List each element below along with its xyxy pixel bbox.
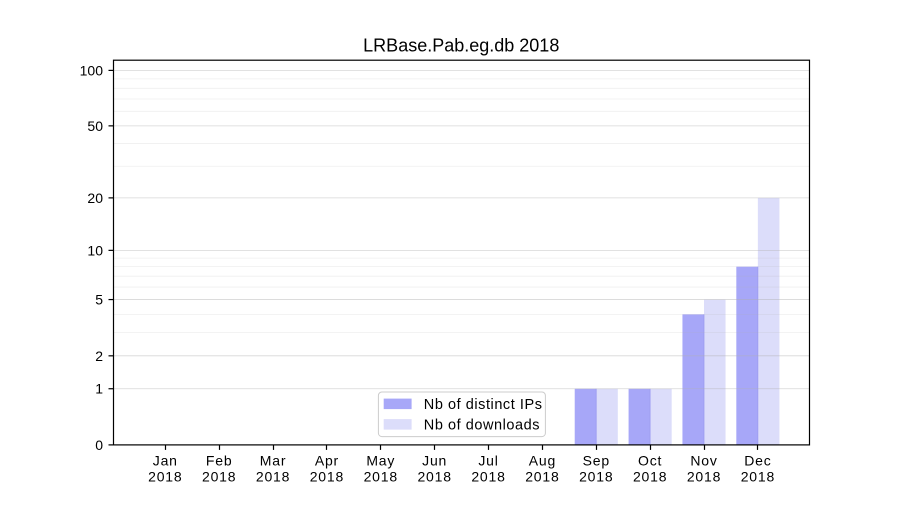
svg-text:Apr: Apr	[315, 453, 339, 469]
svg-text:2018: 2018	[310, 468, 344, 484]
svg-text:Mar: Mar	[260, 453, 287, 469]
svg-text:2018: 2018	[148, 468, 182, 484]
svg-text:20: 20	[87, 190, 103, 206]
svg-text:Sep: Sep	[583, 453, 610, 469]
svg-text:50: 50	[87, 118, 103, 134]
svg-text:LRBase.Pab.eg.db 2018: LRBase.Pab.eg.db 2018	[363, 35, 559, 55]
svg-text:5: 5	[95, 292, 103, 308]
svg-text:100: 100	[80, 62, 104, 78]
svg-text:Nb of distinct IPs: Nb of distinct IPs	[424, 397, 543, 413]
svg-text:2018: 2018	[364, 468, 398, 484]
svg-text:Nov: Nov	[690, 453, 717, 469]
svg-text:Aug: Aug	[529, 453, 556, 469]
svg-text:Jan: Jan	[153, 453, 178, 469]
svg-text:0: 0	[95, 437, 103, 453]
svg-text:2018: 2018	[579, 468, 613, 484]
svg-text:Jun: Jun	[422, 453, 447, 469]
svg-text:2018: 2018	[202, 468, 236, 484]
svg-text:2018: 2018	[741, 468, 775, 484]
svg-text:Nb of downloads: Nb of downloads	[424, 418, 540, 434]
svg-text:2018: 2018	[417, 468, 451, 484]
svg-text:Dec: Dec	[744, 453, 771, 469]
svg-text:2018: 2018	[687, 468, 721, 484]
svg-text:1: 1	[95, 381, 103, 397]
svg-text:2018: 2018	[471, 468, 505, 484]
svg-text:Jul: Jul	[478, 453, 498, 469]
svg-text:2: 2	[95, 348, 103, 364]
svg-text:Oct: Oct	[638, 453, 662, 469]
svg-text:May: May	[366, 453, 395, 469]
svg-text:10: 10	[87, 242, 103, 258]
svg-text:Feb: Feb	[206, 453, 233, 469]
svg-text:2018: 2018	[256, 468, 290, 484]
svg-text:2018: 2018	[633, 468, 667, 484]
svg-text:2018: 2018	[525, 468, 559, 484]
